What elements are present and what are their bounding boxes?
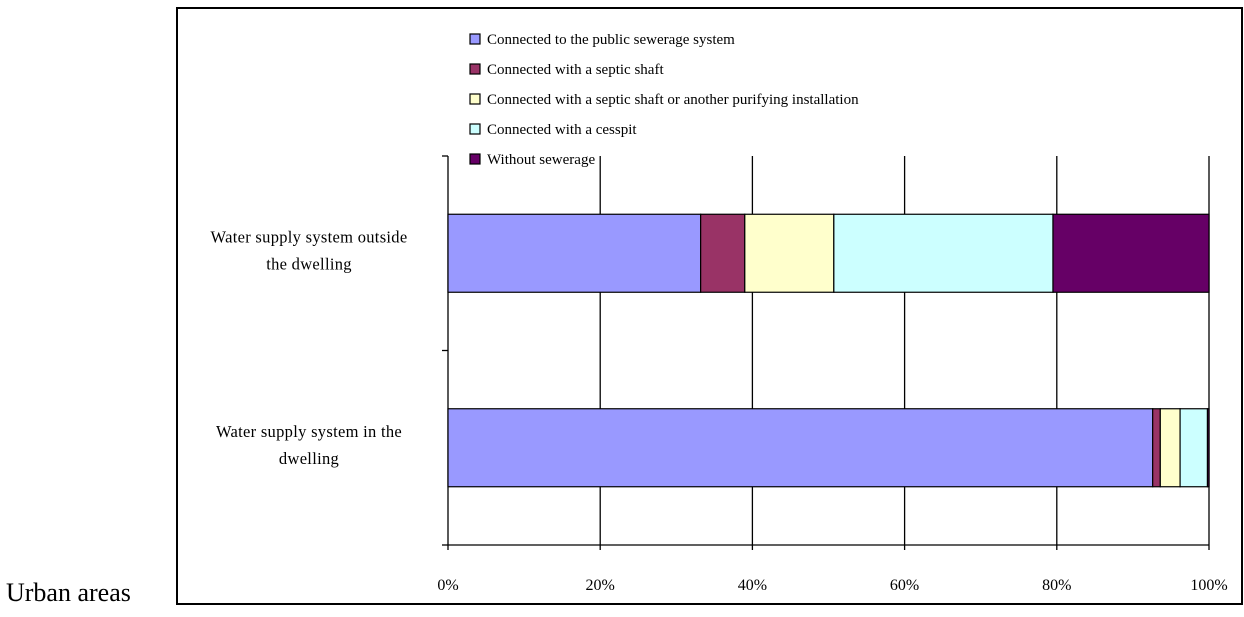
legend-label: Connected with a septic shaft bbox=[487, 62, 664, 78]
category-label: dwelling bbox=[279, 449, 339, 468]
x-tick-label: 0% bbox=[437, 577, 458, 594]
x-tick-label: 20% bbox=[586, 577, 615, 594]
legend-label: Connected with a cesspit bbox=[487, 122, 637, 138]
bar-segment bbox=[1179, 408, 1209, 488]
x-tick-label: 80% bbox=[1042, 577, 1071, 594]
category-label: Water supply system in the bbox=[216, 422, 402, 441]
legend-swatch bbox=[469, 63, 481, 75]
legend-label: Without sewerage bbox=[487, 152, 595, 168]
bar-segment bbox=[1159, 408, 1181, 488]
bar-segment bbox=[700, 213, 746, 293]
legend-label: Connected to the public sewerage system bbox=[487, 32, 735, 48]
legend-swatch bbox=[469, 33, 481, 45]
bar-segment bbox=[447, 408, 1154, 488]
bar-segment bbox=[1206, 408, 1210, 488]
x-tick-label: 60% bbox=[890, 577, 919, 594]
bar-segment bbox=[1052, 213, 1210, 293]
bar-segment bbox=[1152, 408, 1161, 488]
category-label: the dwelling bbox=[266, 254, 352, 273]
legend-swatch bbox=[469, 123, 481, 135]
chart-area-border bbox=[176, 7, 1243, 605]
plot-layer: 0% 20% 40% 60% 80% 100% Water supply system ou… bbox=[211, 155, 1228, 594]
bar-segment bbox=[744, 213, 835, 293]
legend-swatch bbox=[469, 153, 481, 165]
x-tick-label: 100% bbox=[1190, 577, 1227, 594]
side-label: Urban areas bbox=[6, 578, 131, 607]
bar-segment bbox=[833, 213, 1054, 293]
category-label: Water supply system outside bbox=[211, 227, 408, 246]
legend-swatch bbox=[469, 93, 481, 105]
legend-label: Connected with a septic shaft or another… bbox=[487, 92, 859, 108]
bar-segment bbox=[447, 213, 702, 293]
legend: Connected to the public sewerage system C… bbox=[469, 32, 859, 168]
x-tick-label: 40% bbox=[738, 577, 767, 594]
